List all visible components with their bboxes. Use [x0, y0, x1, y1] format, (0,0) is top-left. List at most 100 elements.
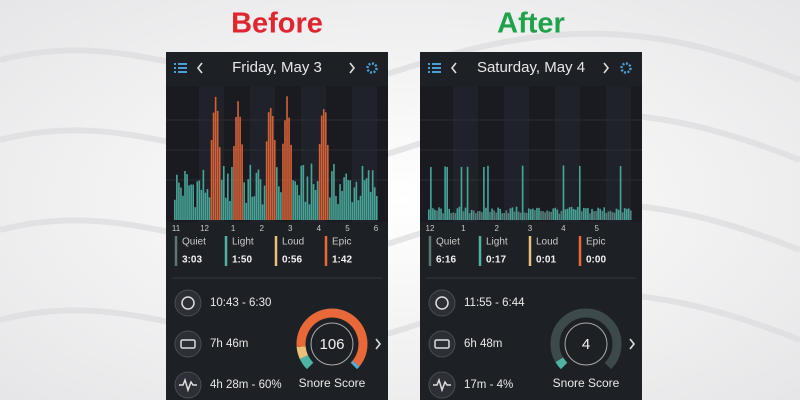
noise-bar	[308, 204, 311, 220]
panel-heading: Before	[231, 8, 323, 40]
noise-bar	[245, 202, 248, 220]
noise-bar	[530, 209, 532, 220]
noise-bar	[267, 112, 270, 220]
noise-bar	[292, 180, 294, 220]
noise-bar	[513, 211, 516, 220]
level-name: Loud	[282, 237, 304, 248]
noise-bar	[222, 165, 225, 220]
noise-bar	[180, 187, 182, 220]
noise-bar	[231, 166, 233, 220]
menu-icon[interactable]	[174, 63, 187, 73]
noise-bar	[497, 207, 499, 220]
noise-bar	[485, 207, 487, 220]
hour-label: 3	[288, 224, 293, 233]
alarm-icon	[174, 289, 202, 317]
prev-day[interactable]	[450, 62, 457, 74]
gauge-fill	[299, 355, 314, 370]
noise-bar	[583, 207, 585, 220]
level-name: Loud	[536, 237, 558, 248]
noise-bar	[225, 197, 227, 220]
alarm-icon	[428, 289, 456, 317]
noise-bar	[216, 110, 219, 220]
stat-text: 6h 48m	[464, 338, 502, 350]
noise-bar	[365, 178, 368, 220]
noise-bar	[566, 208, 569, 220]
noise-bar	[540, 210, 542, 220]
pulse-icon	[174, 371, 202, 399]
noise-bar	[286, 96, 288, 220]
noise-bar	[507, 213, 510, 220]
noise-bar	[361, 165, 364, 220]
date-title: Saturday, May 4	[477, 59, 585, 76]
noise-bar	[550, 211, 553, 220]
noise-bar	[509, 208, 512, 220]
noise-bar	[446, 167, 448, 220]
next-day[interactable]	[349, 62, 356, 74]
noise-bar	[273, 140, 276, 220]
settings-icon[interactable]	[620, 62, 632, 74]
noise-bar	[192, 184, 194, 220]
gauge-fill	[296, 308, 368, 367]
noise-bar	[460, 166, 463, 220]
score-details[interactable]	[629, 338, 636, 350]
noise-bar	[363, 180, 366, 220]
noise-bar	[176, 174, 178, 220]
noise-bar	[532, 208, 534, 220]
menu-line	[178, 67, 187, 69]
noise-bar	[570, 206, 573, 220]
noise-bar	[210, 140, 213, 220]
pulse-icon	[428, 371, 456, 399]
noise-bar	[259, 179, 262, 220]
noise-bar	[448, 208, 451, 220]
level-name: Light	[486, 237, 508, 248]
hour-label: 6	[374, 224, 379, 233]
noise-bar	[288, 117, 290, 220]
noise-bar	[345, 173, 347, 220]
noise-bar	[611, 212, 614, 220]
noise-bar	[276, 167, 278, 220]
hour-label: 2	[259, 224, 264, 233]
noise-bar	[290, 144, 292, 220]
hour-label: 4	[317, 224, 322, 233]
noise-bar	[464, 207, 467, 220]
bed-icon	[174, 330, 202, 358]
noise-bar	[587, 208, 589, 220]
noise-bar	[505, 210, 508, 220]
noise-bar	[483, 166, 485, 220]
score-details[interactable]	[375, 338, 382, 350]
alarm-face	[435, 296, 449, 310]
noise-bar	[599, 208, 601, 220]
noise-bar	[523, 212, 526, 220]
noise-bar	[339, 184, 341, 220]
noise-bar	[432, 208, 434, 220]
level-time: 1:50	[232, 255, 252, 266]
noise-bar	[495, 212, 497, 220]
noise-bar	[206, 188, 209, 220]
noise-bar	[621, 212, 624, 220]
noise-bar	[194, 207, 197, 220]
noise-bar	[574, 209, 577, 220]
bed-icon	[428, 330, 456, 358]
stat-text: 7h 46m	[210, 338, 248, 350]
settings-icon[interactable]	[366, 62, 378, 74]
noise-bar	[454, 213, 457, 220]
noise-bar	[239, 116, 241, 220]
noise-bar	[440, 208, 442, 220]
noise-bar	[188, 185, 190, 220]
noise-bar	[578, 165, 581, 220]
noise-bar	[458, 206, 461, 220]
noise-bar	[227, 173, 229, 220]
noise-bar	[466, 166, 469, 220]
menu-line	[174, 71, 176, 73]
noise-bar	[282, 143, 284, 220]
prev-day[interactable]	[196, 62, 203, 74]
noise-bar	[452, 212, 455, 220]
gauge-center	[564, 322, 608, 366]
menu-icon[interactable]	[428, 63, 441, 73]
gauge-fill	[296, 346, 309, 359]
hour-label: 5	[594, 224, 599, 233]
pulse-line	[179, 377, 197, 393]
next-day[interactable]	[603, 62, 610, 74]
noise-bar	[241, 144, 243, 220]
snore-score: 106	[319, 336, 344, 353]
